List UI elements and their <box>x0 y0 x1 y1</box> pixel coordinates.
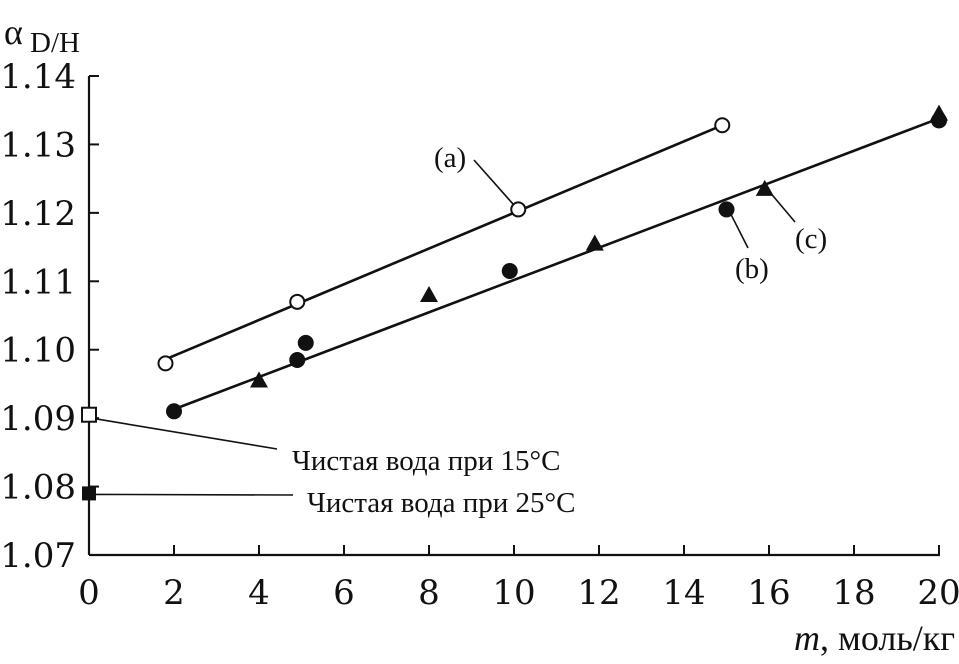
axes: 0 2 4 6 8 10 12 14 16 18 20 1.07 1.08 1.09 1.10 1.11 1.1… <box>0 57 959 613</box>
data-point-series-c <box>755 179 774 196</box>
fit-line <box>164 124 723 361</box>
leader-b <box>729 213 749 249</box>
data-point-series-b <box>501 263 518 280</box>
x-axis-title: m, моль/кг <box>794 618 955 658</box>
fit-line <box>173 117 940 411</box>
y-tick-label: 1.09 <box>0 399 76 439</box>
x-tick-label: 2 <box>163 573 185 613</box>
data-point-series-a <box>157 355 174 372</box>
reference-point-25c <box>82 486 96 501</box>
data-point-series-c <box>250 371 268 388</box>
series-label-a: (a) <box>434 142 466 174</box>
x-tick-label: 8 <box>418 573 440 613</box>
series-label-b: (b) <box>735 253 769 285</box>
y-tick-label: 1.12 <box>0 194 76 234</box>
annotation-labels: (a) (b) (c) Чистая вода при 15°C Чистая вода… <box>292 142 827 519</box>
data-point-series-a <box>289 293 306 310</box>
data-point-series-b <box>289 351 306 368</box>
y-tick-label: 1.10 <box>0 331 76 371</box>
reference-label-25c: Чистая вода при 25°C <box>307 487 576 519</box>
series-label-c: (c) <box>795 223 827 255</box>
svg-text:m, моль/кг: m, моль/кг <box>794 618 955 658</box>
x-tick-label: 4 <box>248 573 270 613</box>
fit-lines <box>164 117 940 411</box>
x-tick-label: 20 <box>917 573 959 613</box>
leader-a <box>473 159 515 206</box>
data-point-series-a <box>714 117 731 134</box>
y-axis-title: α D/H <box>4 12 80 59</box>
data-point-series-c <box>930 104 948 121</box>
data-point-series-b <box>297 334 314 351</box>
x-axis-unit: , моль/кг <box>820 618 955 658</box>
data-point-series-b <box>166 403 182 420</box>
data-markers <box>81 104 948 501</box>
leader-lines <box>94 159 796 496</box>
y-axis-symbol: α <box>4 12 23 52</box>
x-tick-label: 14 <box>662 573 705 613</box>
y-tick-label: 1.11 <box>0 262 76 302</box>
reference-label-15c: Чистая вода при 15°C <box>292 445 561 477</box>
data-point-series-a <box>510 201 527 218</box>
leader-c <box>768 190 796 223</box>
x-tick-label: 6 <box>333 573 355 613</box>
data-point-series-b <box>718 201 735 218</box>
reference-point-15c <box>81 406 97 423</box>
x-tick-label: 0 <box>78 573 100 613</box>
y-axis-subscript: D/H <box>30 27 80 59</box>
data-point-series-c <box>420 285 438 302</box>
x-tick-label: 12 <box>577 573 620 613</box>
y-tick-label: 1.07 <box>0 536 76 576</box>
x-tick-label: 16 <box>747 573 790 613</box>
y-tick-label: 1.14 <box>0 57 76 97</box>
x-tick-label: 18 <box>832 573 875 613</box>
x-axis-variable: m <box>794 618 820 658</box>
x-tick-label: 10 <box>492 573 535 613</box>
leader-15c <box>94 417 278 450</box>
leader-25c <box>94 493 294 496</box>
y-tick-label: 1.08 <box>0 468 76 508</box>
data-point-series-c <box>585 234 604 251</box>
y-tick-label: 1.13 <box>0 125 76 165</box>
